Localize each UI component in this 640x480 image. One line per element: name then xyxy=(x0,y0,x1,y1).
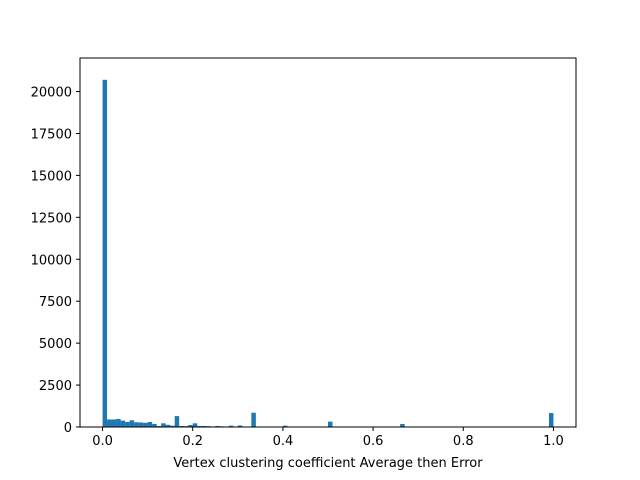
histogram-bar xyxy=(138,422,144,427)
x-axis-label: Vertex clustering coefficient Average th… xyxy=(173,456,483,471)
histogram-bar xyxy=(116,418,121,427)
histogram-bar xyxy=(228,425,234,427)
histogram-bar xyxy=(161,423,166,427)
x-tick-label: 0.6 xyxy=(363,434,384,449)
histogram-bar xyxy=(215,425,220,427)
y-axis: 0 2500 5000 7500 10000 12500 15000 17500 20000 xyxy=(31,86,80,436)
histogram-bar xyxy=(134,422,139,427)
histogram-bar xyxy=(165,424,171,427)
histogram-bar xyxy=(125,421,130,427)
histogram-bar xyxy=(400,423,405,427)
histogram-bar xyxy=(188,424,193,427)
histogram-bar xyxy=(237,425,243,427)
y-tick-label: 20000 xyxy=(31,86,72,101)
bars-group xyxy=(102,79,554,428)
y-tick-label: 12500 xyxy=(31,211,72,226)
histogram-bar xyxy=(192,423,198,427)
histogram-bar xyxy=(201,425,207,427)
y-tick-label: 10000 xyxy=(31,253,72,268)
x-tick-label: 1.0 xyxy=(543,434,564,449)
histogram-bar xyxy=(102,79,108,428)
histogram-bar xyxy=(170,425,175,427)
histogram-bar xyxy=(282,425,288,427)
histogram-bar xyxy=(111,419,117,427)
histogram-bar xyxy=(143,422,148,427)
x-tick-label: 0.0 xyxy=(92,434,113,449)
histogram-bar xyxy=(251,412,256,427)
y-tick-label: 7500 xyxy=(39,295,72,310)
y-tick-label: 17500 xyxy=(31,127,72,142)
histogram-bar xyxy=(328,421,333,427)
histogram-bar xyxy=(179,425,184,427)
histogram-bar xyxy=(129,420,135,427)
y-tick-label: 15000 xyxy=(31,169,72,184)
x-tick-label: 0.8 xyxy=(453,434,474,449)
histogram-bar xyxy=(147,421,153,427)
plot-frame xyxy=(79,57,577,428)
histogram-bar xyxy=(156,425,162,427)
x-axis: 0.0 0.2 0.4 0.6 0.8 1.0 xyxy=(92,427,564,449)
x-tick-label: 0.2 xyxy=(182,434,203,449)
histogram-bar xyxy=(174,416,180,427)
histogram-bar xyxy=(548,413,554,427)
histogram-bar xyxy=(107,419,112,427)
y-tick-label: 2500 xyxy=(39,379,72,394)
histogram-bar xyxy=(120,420,126,427)
x-tick-label: 0.4 xyxy=(273,434,294,449)
histogram-bar xyxy=(152,423,157,427)
histogram-bar xyxy=(197,425,202,427)
y-tick-label: 0 xyxy=(64,421,72,436)
y-tick-label: 5000 xyxy=(39,337,72,352)
